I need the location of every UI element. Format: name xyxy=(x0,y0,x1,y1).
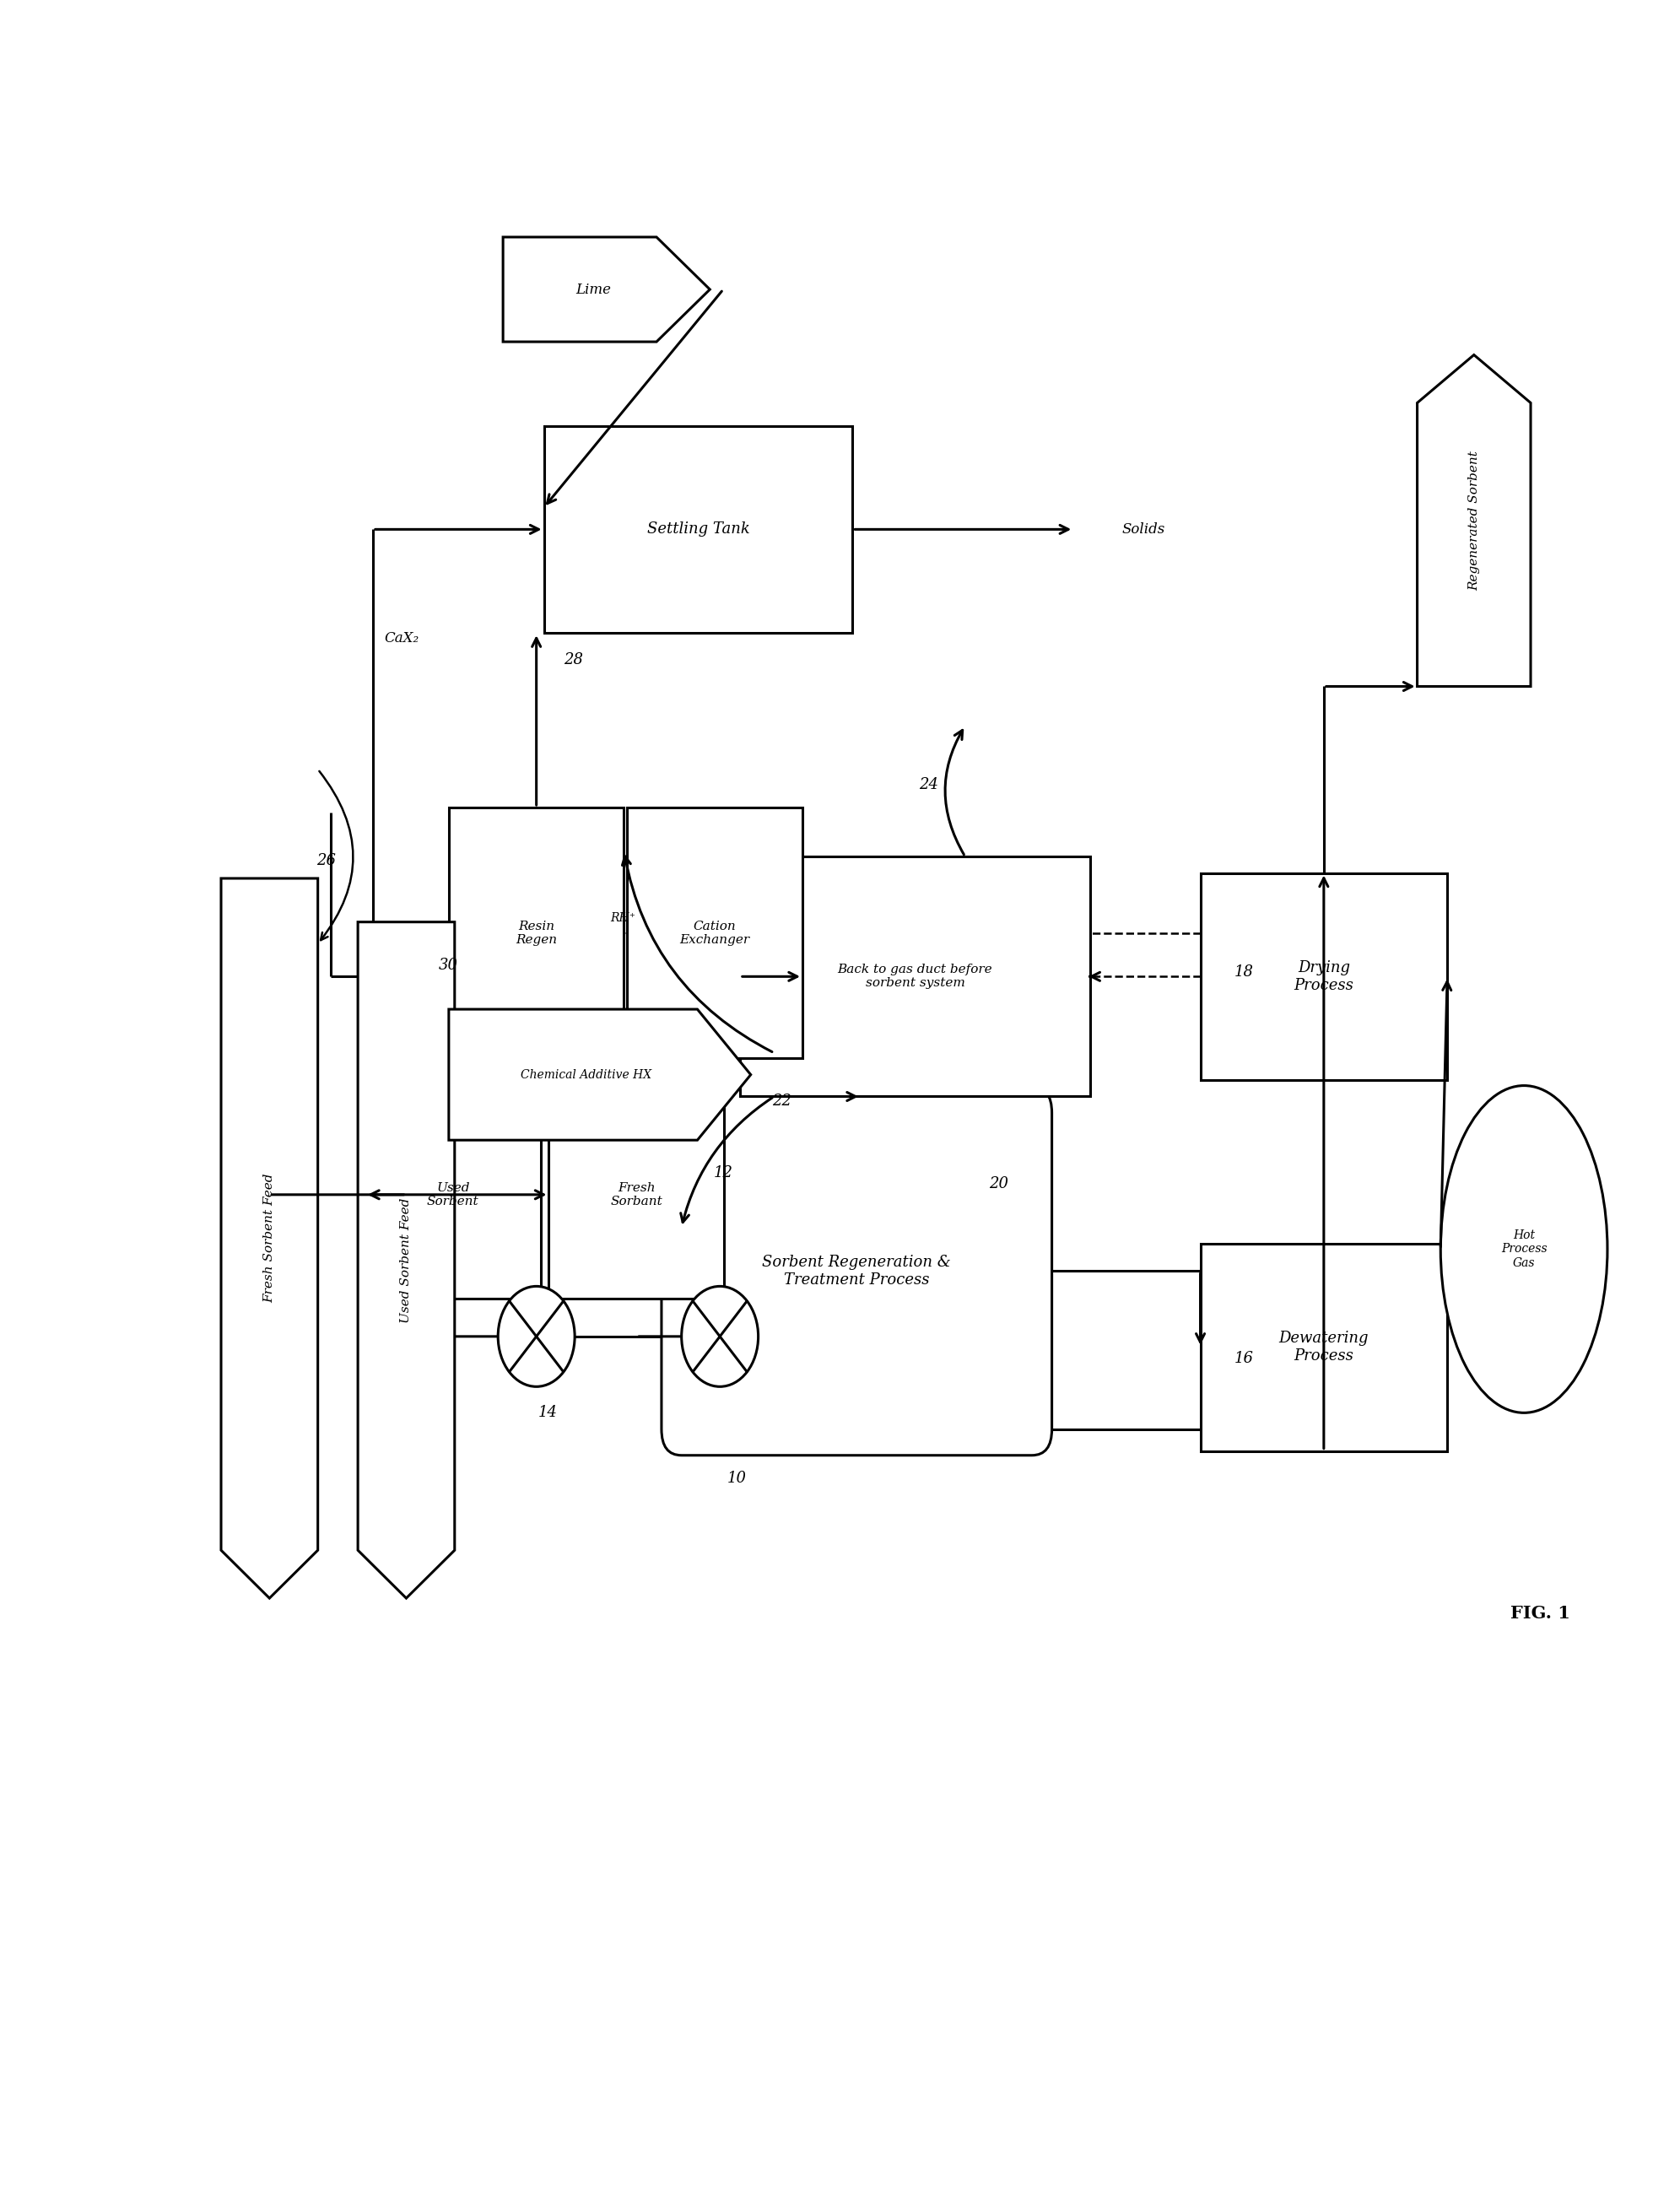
Text: 22: 22 xyxy=(771,1094,791,1107)
Text: 20: 20 xyxy=(990,1175,1008,1191)
Polygon shape xyxy=(358,921,455,1599)
Text: 18: 18 xyxy=(1235,965,1253,980)
Bar xyxy=(449,807,623,1059)
Text: Settling Tank: Settling Tank xyxy=(647,522,749,537)
Text: Cation
Exchanger: Cation Exchanger xyxy=(680,921,749,945)
Text: 12: 12 xyxy=(714,1164,732,1180)
Text: CaX₂: CaX₂ xyxy=(385,632,418,645)
Text: Chemical Additive HX: Chemical Additive HX xyxy=(521,1068,652,1081)
Text: FIG. 1: FIG. 1 xyxy=(1510,1605,1571,1623)
Circle shape xyxy=(497,1287,575,1386)
Text: Fresh Sorbent Feed: Fresh Sorbent Feed xyxy=(264,1173,276,1303)
Bar xyxy=(365,1092,541,1298)
Text: Dewatering
Process: Dewatering Process xyxy=(1278,1331,1369,1364)
Text: 10: 10 xyxy=(727,1472,746,1487)
Text: Used Sorbent Feed: Used Sorbent Feed xyxy=(400,1197,412,1322)
FancyBboxPatch shape xyxy=(662,1088,1052,1456)
Text: Hot
Process
Gas: Hot Process Gas xyxy=(1500,1230,1547,1270)
Text: Resin
Regen: Resin Regen xyxy=(516,921,558,945)
Polygon shape xyxy=(1418,355,1530,686)
Polygon shape xyxy=(449,1009,751,1140)
Text: Drying
Process: Drying Process xyxy=(1294,961,1354,993)
Bar xyxy=(1200,873,1446,1081)
Text: 26: 26 xyxy=(316,853,336,868)
Bar xyxy=(549,1092,724,1298)
Polygon shape xyxy=(222,879,318,1599)
Text: Sorbent Regeneration &
Treatment Process: Sorbent Regeneration & Treatment Process xyxy=(763,1254,951,1287)
Text: 24: 24 xyxy=(919,776,937,792)
Bar xyxy=(1200,1243,1446,1452)
Bar xyxy=(739,857,1090,1096)
Circle shape xyxy=(682,1287,758,1386)
Text: Lime: Lime xyxy=(575,283,612,296)
Bar xyxy=(627,807,803,1059)
Text: Regenerated Sorbent: Regenerated Sorbent xyxy=(1468,450,1480,590)
Text: 14: 14 xyxy=(538,1406,558,1421)
Text: 30: 30 xyxy=(438,958,457,974)
Text: 16: 16 xyxy=(1235,1351,1253,1366)
Text: 28: 28 xyxy=(563,654,583,669)
Text: Used
Sorbent: Used Sorbent xyxy=(427,1182,479,1208)
Text: Back to gas duct before
sorbent system: Back to gas duct before sorbent system xyxy=(838,963,993,989)
Text: Fresh
Sorbant: Fresh Sorbant xyxy=(610,1182,662,1208)
Bar xyxy=(544,425,852,634)
Ellipse shape xyxy=(1440,1086,1608,1412)
Text: RH⁺: RH⁺ xyxy=(610,912,635,923)
Text: Solids: Solids xyxy=(1122,522,1166,537)
Polygon shape xyxy=(502,237,711,342)
